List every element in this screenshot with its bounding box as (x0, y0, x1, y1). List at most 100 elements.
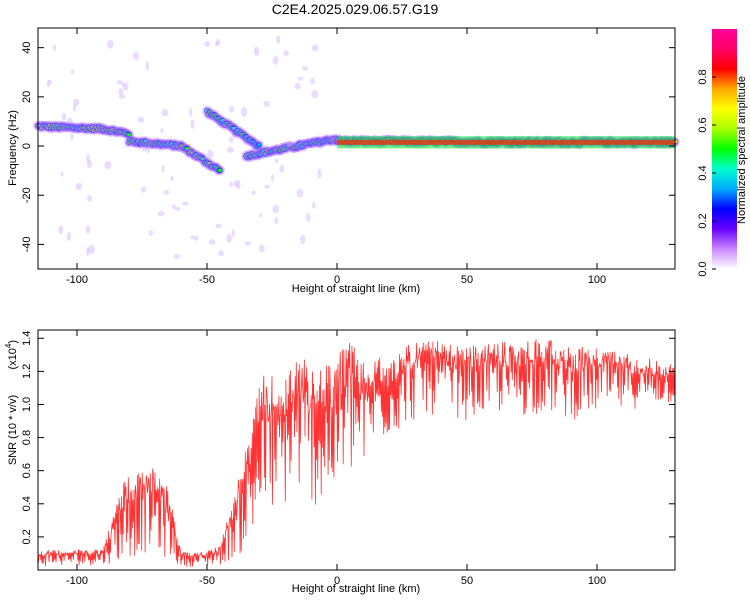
y-tick-label: -40 (21, 236, 33, 252)
snr-marks (37, 338, 676, 567)
spectral-speckle (104, 161, 112, 170)
spectral-speckle (52, 44, 57, 51)
spectral-speckle (271, 174, 275, 182)
spectral-speckle (188, 107, 193, 117)
spectral-speckle (157, 211, 165, 217)
spectral-speckle (241, 107, 248, 117)
spectral-speckle (121, 82, 125, 87)
spectral-speckle (190, 119, 195, 129)
spectral-speckle (106, 40, 114, 49)
spectral-speckle (173, 253, 180, 260)
y-tick-label: 0.8 (21, 430, 33, 445)
spectral-speckle (297, 76, 304, 81)
snr-multiplier-text: (x10 (7, 348, 19, 369)
y-tick-label: 0.6 (21, 463, 33, 478)
spectral-speckle (72, 104, 77, 112)
x-tick-label: -100 (66, 274, 88, 286)
spectral-speckle (229, 136, 234, 143)
spectral-speckle (58, 225, 64, 235)
colorbar: 0.0 0.2 0.4 0.6 0.8 Normalized spectral ampl… (697, 29, 748, 277)
spectrogram-y-label: Frequency (Hz) (7, 110, 19, 186)
spectral-speckle (170, 175, 174, 182)
spectral-peak (256, 143, 262, 147)
spectral-speckle (161, 165, 165, 173)
spectral-speckle (182, 201, 189, 206)
x-tick-label: -50 (199, 575, 215, 587)
snr-multiplier-exp: 4 (4, 343, 13, 348)
snr-y-label: SNR (10 * v/v) (7, 395, 19, 465)
spectral-speckle (87, 195, 93, 202)
spectral-speckle (229, 181, 233, 188)
colorbar-tick-label: 0.2 (697, 213, 709, 228)
spectral-speckle (302, 66, 308, 71)
spectrogram-trace (33, 120, 134, 140)
spectral-speckle (311, 89, 319, 99)
spectral-speckle (67, 117, 73, 125)
spectral-speckle (283, 50, 290, 56)
colorbar-tick-label: 0.0 (697, 261, 709, 276)
spectral-speckle (146, 146, 151, 153)
snr-panel: -100 -50 0 50 100 0.2 0.4 0.6 0.8 1.0 1.2 1.4 Heig… (4, 329, 676, 595)
spectrogram-trace (202, 105, 264, 152)
y-tick-label: 20 (21, 91, 33, 103)
snr-y-ticks: 0.2 0.4 0.6 0.8 1.0 1.2 1.4 (21, 331, 675, 545)
colorbar-tick-label: 0.4 (697, 165, 709, 180)
spectral-speckle (215, 223, 222, 228)
spectral-speckle (118, 88, 124, 96)
spectral-speckle (163, 189, 170, 195)
snr-series-line (37, 338, 676, 567)
y-tick-label: 0.2 (21, 529, 33, 544)
spectral-speckle (116, 79, 123, 85)
spectral-speckle (272, 204, 280, 214)
spectral-speckle (312, 201, 316, 209)
spectral-speckle (73, 98, 80, 107)
y-tick-label: 1.2 (21, 364, 33, 379)
spectral-speckle (190, 235, 195, 240)
spectral-speckle (286, 140, 293, 147)
snr-x-label: Height of straight line (km) (292, 583, 420, 595)
figure-title: C2E4.2025.029.06.57.G19 (272, 1, 439, 17)
x-tick-label: 50 (461, 274, 473, 286)
spectrogram-y-ticks: -40 -20 0 20 40 (21, 42, 675, 252)
spectral-speckle (48, 79, 52, 84)
spectral-peak (126, 133, 132, 137)
spectral-speckle (311, 44, 319, 52)
spectral-speckle (133, 51, 140, 61)
spectral-speckle (317, 168, 322, 179)
spectral-speckle (276, 34, 281, 44)
x-tick-label: 0 (334, 575, 340, 587)
x-tick-label: 100 (588, 575, 606, 587)
spectral-speckle (160, 128, 164, 134)
spectral-speckle (75, 182, 83, 190)
spectral-speckle (60, 171, 64, 177)
spectral-speckle (263, 100, 270, 107)
spectral-speckle (274, 158, 279, 164)
spectral-speckle (231, 229, 236, 237)
spectral-speckle (145, 61, 149, 71)
spectrogram-frame (37, 27, 676, 270)
spectral-peak (232, 126, 237, 130)
spectral-band-core (337, 139, 675, 145)
spectral-speckle (86, 159, 93, 169)
colorbar-tick-label: 0.6 (697, 117, 709, 132)
spectral-speckle (141, 147, 148, 152)
spectral-speckle (258, 244, 265, 253)
spectral-speckle (226, 233, 232, 243)
spectral-speckle (264, 184, 270, 189)
colorbar-label: Normalized spectral amplitude (736, 76, 748, 224)
spectrogram-x-label: Height of straight line (km) (292, 283, 420, 295)
x-tick-label: 50 (461, 575, 473, 587)
spectral-speckle (175, 206, 181, 212)
snr-frame (37, 329, 676, 571)
y-tick-label: -20 (21, 187, 33, 203)
colorbar-ticks: 0.0 0.2 0.4 0.6 0.8 (697, 69, 716, 277)
spectral-speckle (310, 77, 315, 85)
spectral-speckle (272, 56, 279, 65)
spectral-speckle (137, 116, 145, 123)
spectral-speckle (148, 230, 154, 236)
snr-x-ticks: -100 -50 0 50 100 (66, 330, 606, 587)
spectral-speckle (305, 212, 311, 223)
spectral-speckle (215, 41, 219, 47)
x-tick-label: 100 (588, 274, 606, 286)
